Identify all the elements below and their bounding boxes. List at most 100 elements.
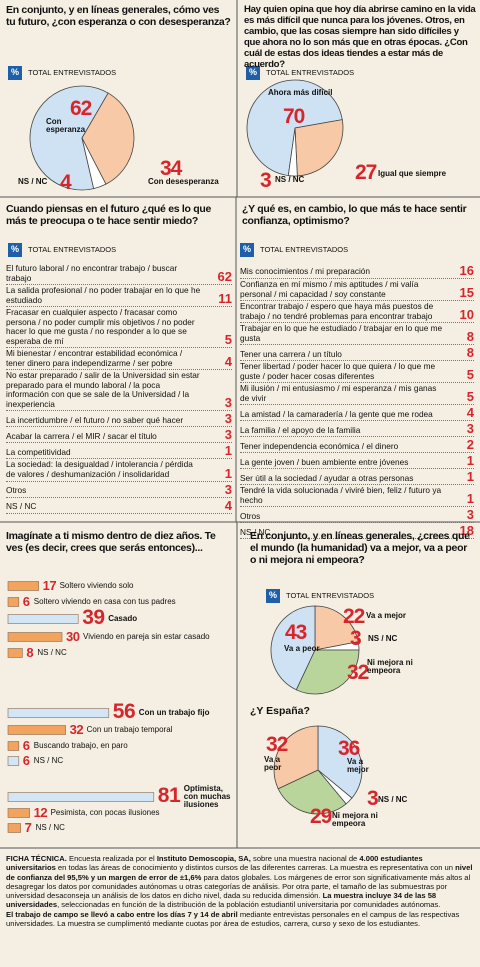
- list-label: Tendré la vida solucionada / viviré bien…: [240, 485, 442, 505]
- list-row: No estar preparado / salir de la Univers…: [6, 370, 232, 412]
- list-row: Tener libertad / poder hacer lo que quie…: [240, 361, 474, 384]
- bar-category-label: Con un trabajo temporal: [86, 725, 173, 734]
- badge: %: [10, 244, 19, 254]
- list-value: 62: [217, 269, 232, 285]
- list-value: 2: [466, 437, 474, 453]
- list-label: Tener independencia económica / el diner…: [240, 440, 399, 451]
- bar-category-label: NS / NC: [33, 756, 64, 765]
- list-row: La amistad / la camaradería / la gente q…: [240, 405, 474, 422]
- bar-value-label: 8: [26, 644, 34, 660]
- footer-text: 4.000 estudiantes universitarios: [6, 854, 425, 873]
- footer-text: sobre una muestra nacional de: [250, 854, 360, 863]
- list-row: Ser útil a la sociedad / ayudar a otras …: [240, 469, 474, 486]
- list-value: 8: [466, 329, 474, 345]
- list-row: La salida profesional / no poder trabaja…: [6, 285, 232, 308]
- bar-category-label: Soltero viviendo en casa con tus padres: [33, 597, 176, 606]
- badge-box: [240, 243, 254, 257]
- list-value: 3: [224, 427, 232, 443]
- list-label: Otros: [6, 484, 27, 495]
- pie-value-label: 32: [347, 661, 369, 684]
- pie-slice: [29, 85, 109, 191]
- list-label: La amistad / la camaradería / la gente q…: [240, 408, 433, 419]
- bar-category-label: Soltero viviendo solo: [59, 581, 134, 590]
- list-label: Confianza en mí mismo / mis aptitudes / …: [240, 279, 419, 299]
- list-row: Encontrar trabajo / espero que haya más …: [240, 301, 474, 324]
- list-row: Trabajar en lo que he estudiado / trabaj…: [240, 323, 474, 346]
- question: Cuando piensas en el futuro ¿qué es lo q…: [6, 203, 212, 228]
- question: ¿Y qué es, en cambio, lo que más te hace…: [242, 203, 467, 228]
- bar: [7, 614, 79, 624]
- pie-title: ¿Y España?: [250, 705, 310, 717]
- badge: %: [268, 590, 277, 600]
- pie-value-label: 34: [160, 157, 182, 180]
- list-row: La gente joven / buen ambiente entre jóv…: [240, 453, 474, 470]
- list-value: 1: [466, 469, 474, 485]
- list-label: Acabar la carrera / el MIR / sacar el tí…: [6, 430, 157, 441]
- list-value: 3: [466, 421, 474, 437]
- list-row: NS / NC 4: [6, 498, 232, 514]
- list-label: Tener libertad / poder hacer lo que quie…: [240, 361, 436, 381]
- list-value: 5: [466, 367, 474, 383]
- footer-text: Encuesta realizada por el: [66, 854, 157, 863]
- list-value: 10: [459, 307, 474, 323]
- subtitle: TOTAL ENTREVISTADOS: [286, 591, 375, 600]
- list: El futuro laboral / no encontrar trabajo…: [6, 263, 232, 514]
- list-value: 3: [466, 507, 474, 523]
- question: Hay quien opina que hoy día abrirse cami…: [244, 4, 476, 71]
- bar-value-label: 81: [157, 784, 181, 808]
- badge: %: [248, 67, 257, 77]
- pie-value-label: 22: [343, 605, 365, 628]
- question: En conjunto, y en líneas generales, ¿cre…: [250, 530, 470, 567]
- footer-text: para datos globales. Los márgenes de err…: [6, 872, 473, 901]
- list-row: Mi ilusión / mi entusiasmo / mi esperanz…: [240, 383, 474, 406]
- bar-category-label: Buscando trabajo, en paro: [33, 741, 128, 750]
- footer-text: mediante entrevistas personales en el ca…: [6, 909, 462, 928]
- pie-slice: [81, 137, 107, 190]
- list-row: Tener independencia económica / el diner…: [240, 437, 474, 454]
- bar: [7, 741, 20, 751]
- pie-slice: [295, 649, 360, 695]
- pie-slice: [287, 127, 298, 177]
- question: Imagínate a ti mismo dentro de diez años…: [6, 530, 216, 555]
- list-label: Encontrar trabajo / espero que haya más …: [240, 301, 434, 321]
- bar: [7, 808, 30, 818]
- list-value: 5: [224, 332, 232, 348]
- bar: [7, 648, 23, 658]
- pie-category-label: Va a mejor: [366, 611, 407, 620]
- badge: %: [10, 67, 19, 77]
- pie-value-label: 3: [260, 169, 272, 192]
- bar-category-label: Casado: [108, 614, 138, 623]
- pie-category-label: NS / NC: [275, 175, 305, 184]
- pie-category-label: Va a mejor: [347, 757, 369, 775]
- pie-value-label: 3: [367, 787, 379, 810]
- pie-category-label: NS / NC: [18, 177, 48, 186]
- pie-category-label: Va a peor: [284, 644, 320, 653]
- bar-category-label: Viviendo en pareja sin estar casado: [83, 632, 210, 641]
- pie-slice: [81, 92, 135, 185]
- list-label: Ser útil a la sociedad / ayudar a otras …: [240, 472, 414, 483]
- bar-category-label: NS / NC: [35, 823, 65, 832]
- footer-text: en todas las áreas de conocimiento y dis…: [55, 863, 456, 873]
- subtitle: TOTAL ENTREVISTADOS: [260, 245, 349, 254]
- footer-text: La muestra incluye 34 de las 58 universi…: [6, 891, 439, 910]
- pie-category-label: Ahora más difícil: [268, 88, 333, 97]
- bar: [7, 792, 155, 802]
- list-label: Otros: [240, 510, 261, 521]
- list-label: La salida profesional / no poder trabaja…: [6, 285, 201, 305]
- pie-category-label: Igual que siempre: [378, 169, 447, 178]
- bar-value-label: 7: [24, 819, 32, 835]
- list-label: La familia / el apoyo de la familia: [240, 424, 361, 435]
- dividers: [0, 0, 480, 849]
- list-value: 1: [224, 443, 232, 459]
- bar: [7, 632, 63, 642]
- list-label: Trabajar en lo que he estudiado / trabaj…: [240, 323, 443, 343]
- list-row: Tener una carrera / un título 8: [240, 345, 474, 362]
- list-label: La sociedad: la desigualdad / intoleranc…: [6, 459, 193, 479]
- bar: [7, 581, 39, 591]
- badge-box: [8, 243, 22, 257]
- list-label: Tener una carrera / un título: [240, 348, 342, 359]
- list-row: NS / NC 18: [240, 523, 474, 540]
- bar-category-label: Con un trabajo fijo: [138, 708, 210, 717]
- list-row: El futuro laboral / no encontrar trabajo…: [6, 263, 232, 286]
